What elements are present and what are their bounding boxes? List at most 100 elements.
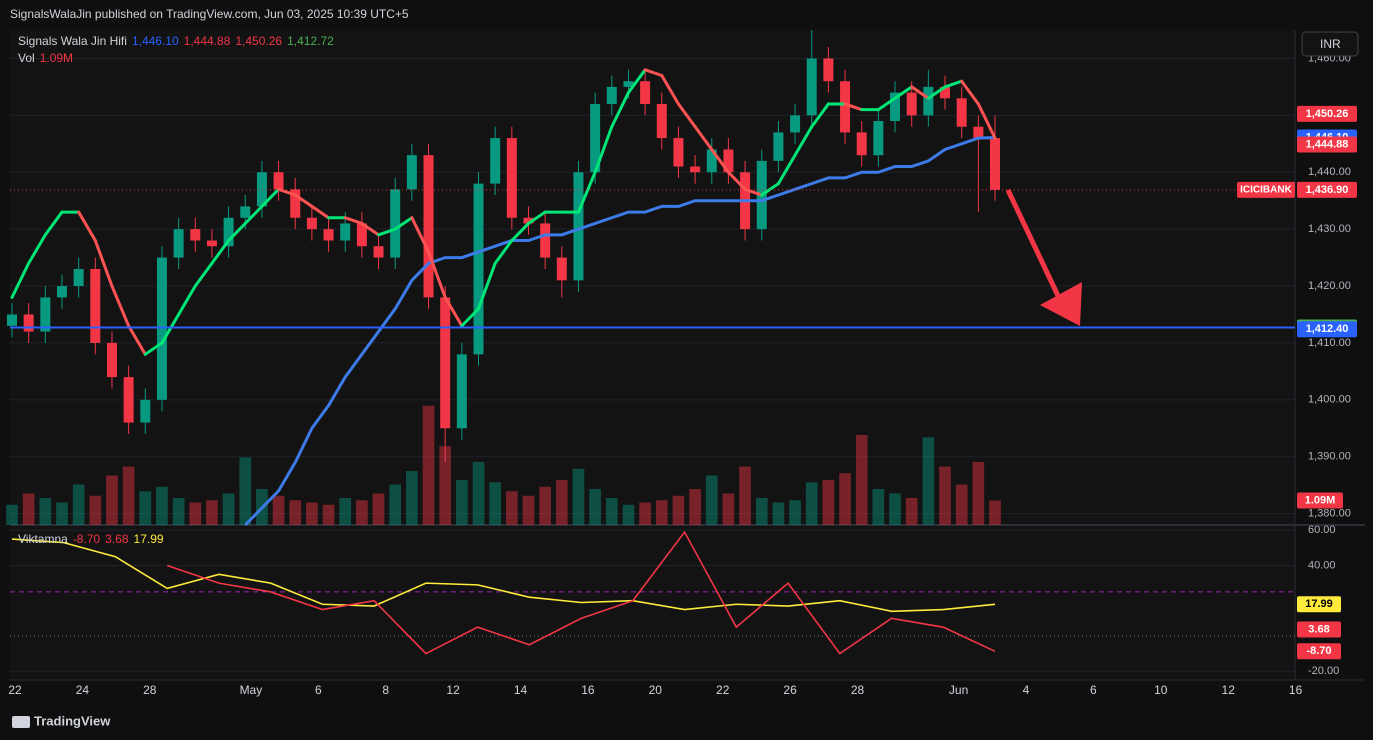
- legend: Signals Wala Jin Hifi 1,446.10 1,444.88 1,4…: [18, 34, 334, 48]
- volume-bar: [289, 500, 302, 525]
- volume-bar: [222, 493, 235, 525]
- volume-bar: [922, 437, 935, 525]
- x-tick-label: 22: [8, 683, 22, 697]
- candle-body: [140, 399, 151, 423]
- price-label-box: [1297, 321, 1357, 338]
- candle-body: [423, 155, 434, 298]
- candle-body: [73, 268, 84, 287]
- candle-body: [390, 189, 401, 258]
- fast-line-segment: [77, 210, 97, 243]
- annotation-arrowhead: [1040, 282, 1082, 326]
- fast-line-segment: [843, 102, 864, 112]
- volume-legend: Vol 1.09M: [18, 51, 73, 65]
- fast-line-segment: [10, 261, 31, 299]
- legend-name: Viktamna: [18, 532, 68, 546]
- legend-value: 1,444.88: [184, 34, 231, 48]
- fast-line-segment: [393, 216, 414, 231]
- fast-line-segment: [876, 96, 897, 112]
- fast-line-segment: [793, 125, 814, 157]
- candle-body: [190, 229, 201, 241]
- fast-line-segment: [676, 102, 697, 129]
- candle-body: [173, 229, 184, 258]
- volume-bar: [989, 500, 1001, 525]
- volume-bar: [439, 446, 452, 525]
- candle-body: [156, 257, 167, 400]
- candle-body: [790, 115, 801, 133]
- volume-bar: [805, 482, 818, 525]
- fast-line-segment: [526, 210, 547, 225]
- y-tick-label: 1,400.00: [1308, 394, 1351, 406]
- currency-button[interactable]: [1301, 31, 1359, 57]
- volume-bar: [472, 462, 485, 525]
- volume-bar: [789, 500, 801, 525]
- candle-body: [223, 217, 234, 247]
- fast-line-segment: [227, 221, 247, 243]
- fast-line-segment: [910, 85, 930, 100]
- volume-bar: [639, 502, 651, 525]
- candle-body: [856, 132, 867, 156]
- fast-line-segment: [726, 170, 747, 191]
- fast-line-segment: [260, 187, 281, 208]
- y-tick-label: 1,390.00: [1308, 451, 1351, 463]
- fast-line-segment: [293, 193, 314, 208]
- volume-bar: [755, 498, 768, 525]
- fast-line-segment: [443, 295, 464, 328]
- fast-line-segment: [343, 216, 364, 225]
- candle-body: [340, 223, 351, 241]
- volume-bar: [522, 495, 535, 525]
- legend-value: 1,412.72: [287, 34, 334, 48]
- candle-body: [506, 138, 517, 218]
- fast-line-segment: [310, 204, 331, 220]
- fast-line-segment: [760, 182, 780, 197]
- fast-line-segment: [93, 239, 114, 288]
- candle-body: [806, 58, 817, 116]
- candle-body: [323, 229, 334, 241]
- volume-bar: [955, 484, 968, 525]
- fast-line-segment: [576, 170, 597, 214]
- x-tick-label: 24: [76, 683, 90, 697]
- fast-line-segment: [193, 261, 214, 288]
- fast-line-segment: [277, 187, 297, 197]
- volume-bar: [272, 495, 285, 525]
- volume-bar: [739, 466, 751, 525]
- price-label: 1,444.88: [1306, 138, 1349, 150]
- volume-bar: [372, 493, 385, 525]
- volume-bar: [705, 475, 718, 525]
- candle-body: [623, 81, 634, 87]
- volume-label: 1.09M: [1305, 494, 1336, 506]
- volume-bar: [189, 502, 202, 525]
- volume-bar: [905, 498, 918, 525]
- volume-bar: [622, 504, 635, 525]
- volume-bar: [422, 405, 435, 525]
- slow-line: [244, 136, 996, 527]
- candle-body: [456, 354, 467, 429]
- fast-line-segment: [143, 341, 164, 356]
- volume-bar: [106, 475, 118, 525]
- volume-bar: [505, 491, 518, 525]
- plot-area: [10, 30, 1295, 680]
- publish-title: SignalsWalaJin published on TradingView.…: [10, 7, 409, 21]
- candle-body: [490, 138, 501, 184]
- price-label: 1,450.26: [1306, 108, 1349, 120]
- candle-body: [356, 223, 367, 247]
- fast-line-segment: [377, 227, 397, 237]
- volume-bar: [855, 435, 868, 525]
- price-label: 3.68: [1308, 623, 1329, 635]
- x-tick-label: Jun: [949, 683, 968, 697]
- candle-body: [606, 86, 617, 104]
- fast-line-segment: [743, 187, 764, 197]
- candle-body: [256, 172, 267, 207]
- y-tick-label: 40.00: [1308, 559, 1336, 571]
- y-tick-label: 60.00: [1308, 524, 1336, 536]
- fast-line-segment: [776, 153, 797, 186]
- fast-line-segment: [810, 102, 830, 129]
- y-tick-label: 1,430.00: [1308, 223, 1351, 235]
- volume-bar: [689, 489, 701, 525]
- x-tick-label: 16: [1289, 683, 1303, 697]
- volume-bar: [589, 489, 601, 525]
- candle-body: [890, 92, 901, 122]
- tv-logo: [12, 716, 30, 728]
- candle-body: [523, 217, 534, 224]
